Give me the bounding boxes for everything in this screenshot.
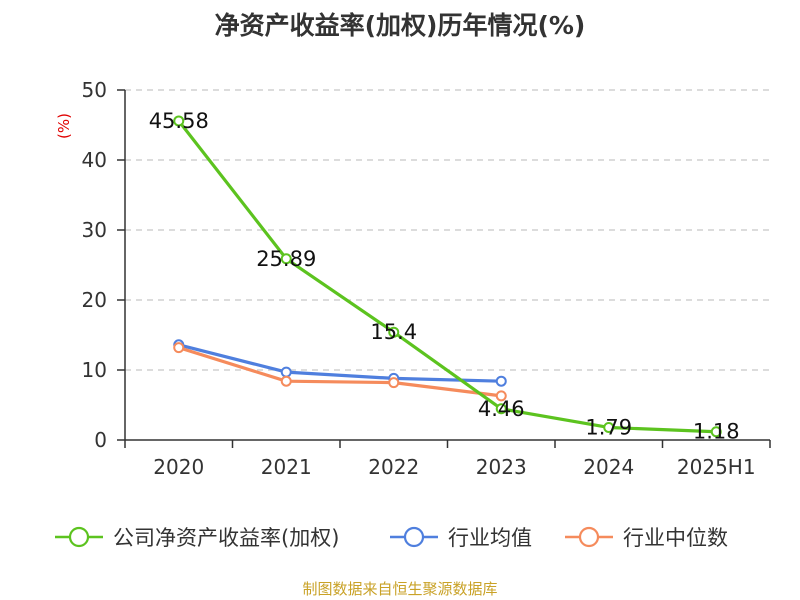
- x-tick-label: 2024: [583, 455, 634, 479]
- series-line: [178, 346, 502, 398]
- series-line: [177, 119, 717, 434]
- chart-title: 净资产收益率(加权)历年情况(%): [215, 11, 586, 40]
- x-tick-label: 2022: [368, 455, 419, 479]
- data-point: [495, 375, 507, 387]
- series-line: [178, 343, 502, 383]
- data-label: 15.4: [370, 320, 417, 344]
- data-point: [173, 115, 185, 127]
- grid-lines: [125, 89, 770, 371]
- data-point: [173, 342, 185, 354]
- y-axis-unit-label: (%): [55, 113, 73, 139]
- data-labels: 45.58 25.89 15.4 4.46 1.79 1.18: [149, 109, 740, 444]
- data-point: [280, 375, 292, 387]
- x-tick-label: 2020: [153, 455, 204, 479]
- data-label: 4.46: [478, 397, 525, 421]
- legend-label: 公司净资产收益率(加权): [113, 526, 339, 550]
- data-label: 25.89: [256, 247, 316, 271]
- x-tick-label: 2025H1: [677, 455, 756, 479]
- data-point: [603, 421, 615, 433]
- data-point: [280, 253, 292, 265]
- data-point: [710, 426, 722, 438]
- axes: 0 10 20 30 40 50 2020 2021 2022 2023 2024 2025H1: [82, 78, 771, 479]
- y-tick-label: 50: [82, 78, 107, 102]
- data-point: [495, 390, 507, 402]
- legend: 公司净资产收益率(加权) 行业均值 行业中位数: [55, 526, 728, 550]
- y-tick-label: 30: [82, 218, 107, 242]
- data-label: 1.79: [585, 415, 632, 439]
- series-lines: [173, 115, 722, 438]
- legend-swatch-marker: [68, 526, 90, 548]
- data-point: [280, 366, 292, 378]
- data-point: [495, 403, 507, 415]
- y-tick-label: 20: [82, 288, 107, 312]
- data-label: 45.58: [149, 109, 209, 133]
- data-label: 1.18: [693, 420, 740, 444]
- y-tick-label: 40: [82, 148, 107, 172]
- x-tick-label: 2023: [476, 455, 527, 479]
- legend-label: 行业中位数: [623, 526, 728, 550]
- source-note: 制图数据来自恒生聚源数据库: [302, 580, 497, 598]
- y-tick-label: 0: [94, 428, 107, 452]
- data-point: [388, 377, 400, 389]
- legend-swatch-marker: [403, 526, 425, 548]
- data-point: [388, 326, 400, 338]
- y-tick-label: 10: [82, 358, 107, 382]
- x-tick-label: 2021: [261, 455, 312, 479]
- legend-label: 行业均值: [448, 526, 532, 550]
- legend-swatch-marker: [578, 526, 600, 548]
